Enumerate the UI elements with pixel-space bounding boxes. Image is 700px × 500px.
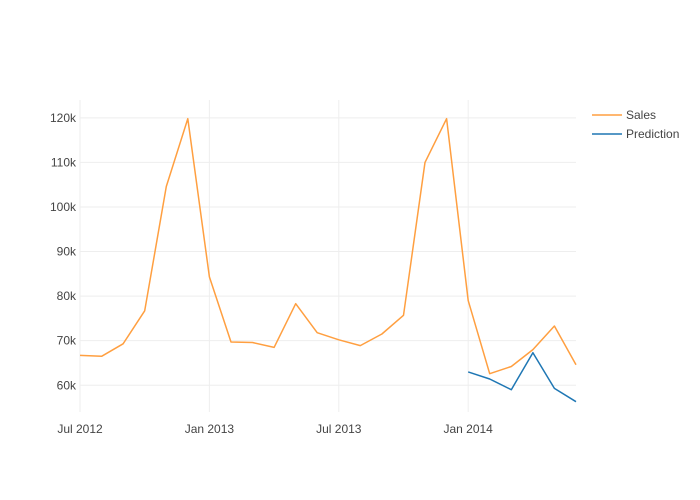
y-tick-label: 100k — [50, 200, 77, 214]
x-tick-label: Jan 2013 — [185, 422, 235, 436]
x-axis-ticks: Jul 2012 Jan 2013 Jul 2013 Jan 2014 — [57, 422, 493, 436]
legend-item-prediction[interactable]: Prediction — [592, 127, 679, 141]
y-axis-ticks: 60k 70k 80k 90k 100k 110k 120k — [50, 111, 77, 392]
sales-series-line — [79, 117, 577, 375]
grid-lines — [79, 100, 576, 412]
x-tick-label: Jan 2014 — [443, 422, 493, 436]
y-tick-label: 90k — [57, 245, 77, 259]
legend-label-sales: Sales — [626, 108, 656, 122]
x-tick-label: Jul 2013 — [316, 422, 362, 436]
legend-item-sales[interactable]: Sales — [592, 108, 656, 122]
x-tick-label: Jul 2012 — [57, 422, 103, 436]
series-lines — [79, 117, 577, 403]
y-tick-label: 80k — [57, 289, 77, 303]
legend-label-prediction: Prediction — [626, 127, 679, 141]
y-tick-label: 70k — [57, 334, 77, 348]
y-tick-label: 110k — [51, 155, 77, 169]
prediction-series-line — [467, 351, 577, 403]
legend[interactable]: Sales Prediction — [592, 108, 679, 141]
y-tick-label: 120k — [50, 111, 77, 125]
y-tick-label: 60k — [57, 378, 77, 392]
